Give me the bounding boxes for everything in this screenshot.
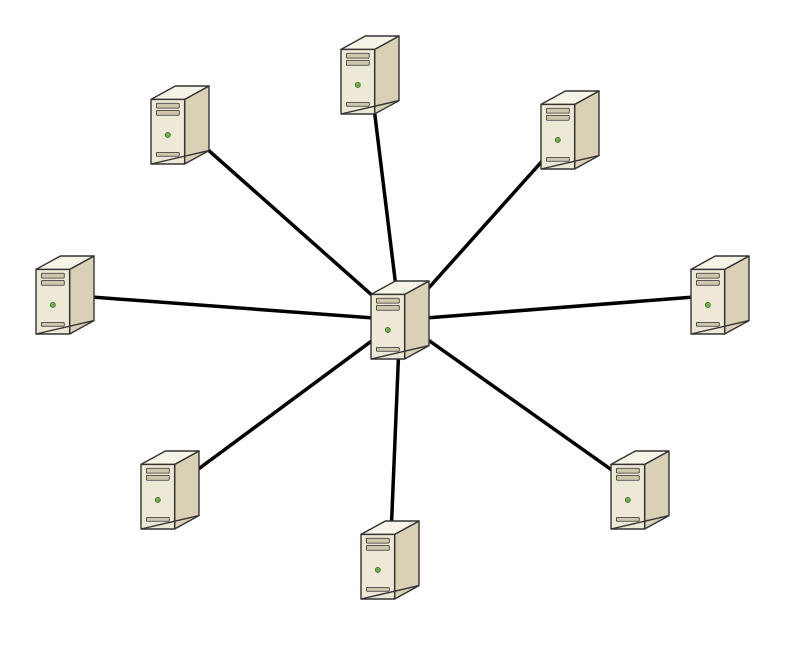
server-node-icon <box>541 91 599 169</box>
server-node-icon <box>151 86 209 164</box>
server-node-icon <box>611 451 669 529</box>
server-node-icon <box>691 256 749 334</box>
network-edge <box>400 295 720 320</box>
server-node-icon <box>36 256 94 334</box>
server-node-icon <box>361 521 419 599</box>
network-edge <box>400 320 640 490</box>
network-edge <box>180 125 400 320</box>
server-node-icon <box>341 36 399 114</box>
server-hub-icon <box>371 281 429 359</box>
server-node-icon <box>141 451 199 529</box>
network-diagram <box>0 0 800 650</box>
network-edge <box>65 295 400 320</box>
network-edge <box>170 320 400 490</box>
